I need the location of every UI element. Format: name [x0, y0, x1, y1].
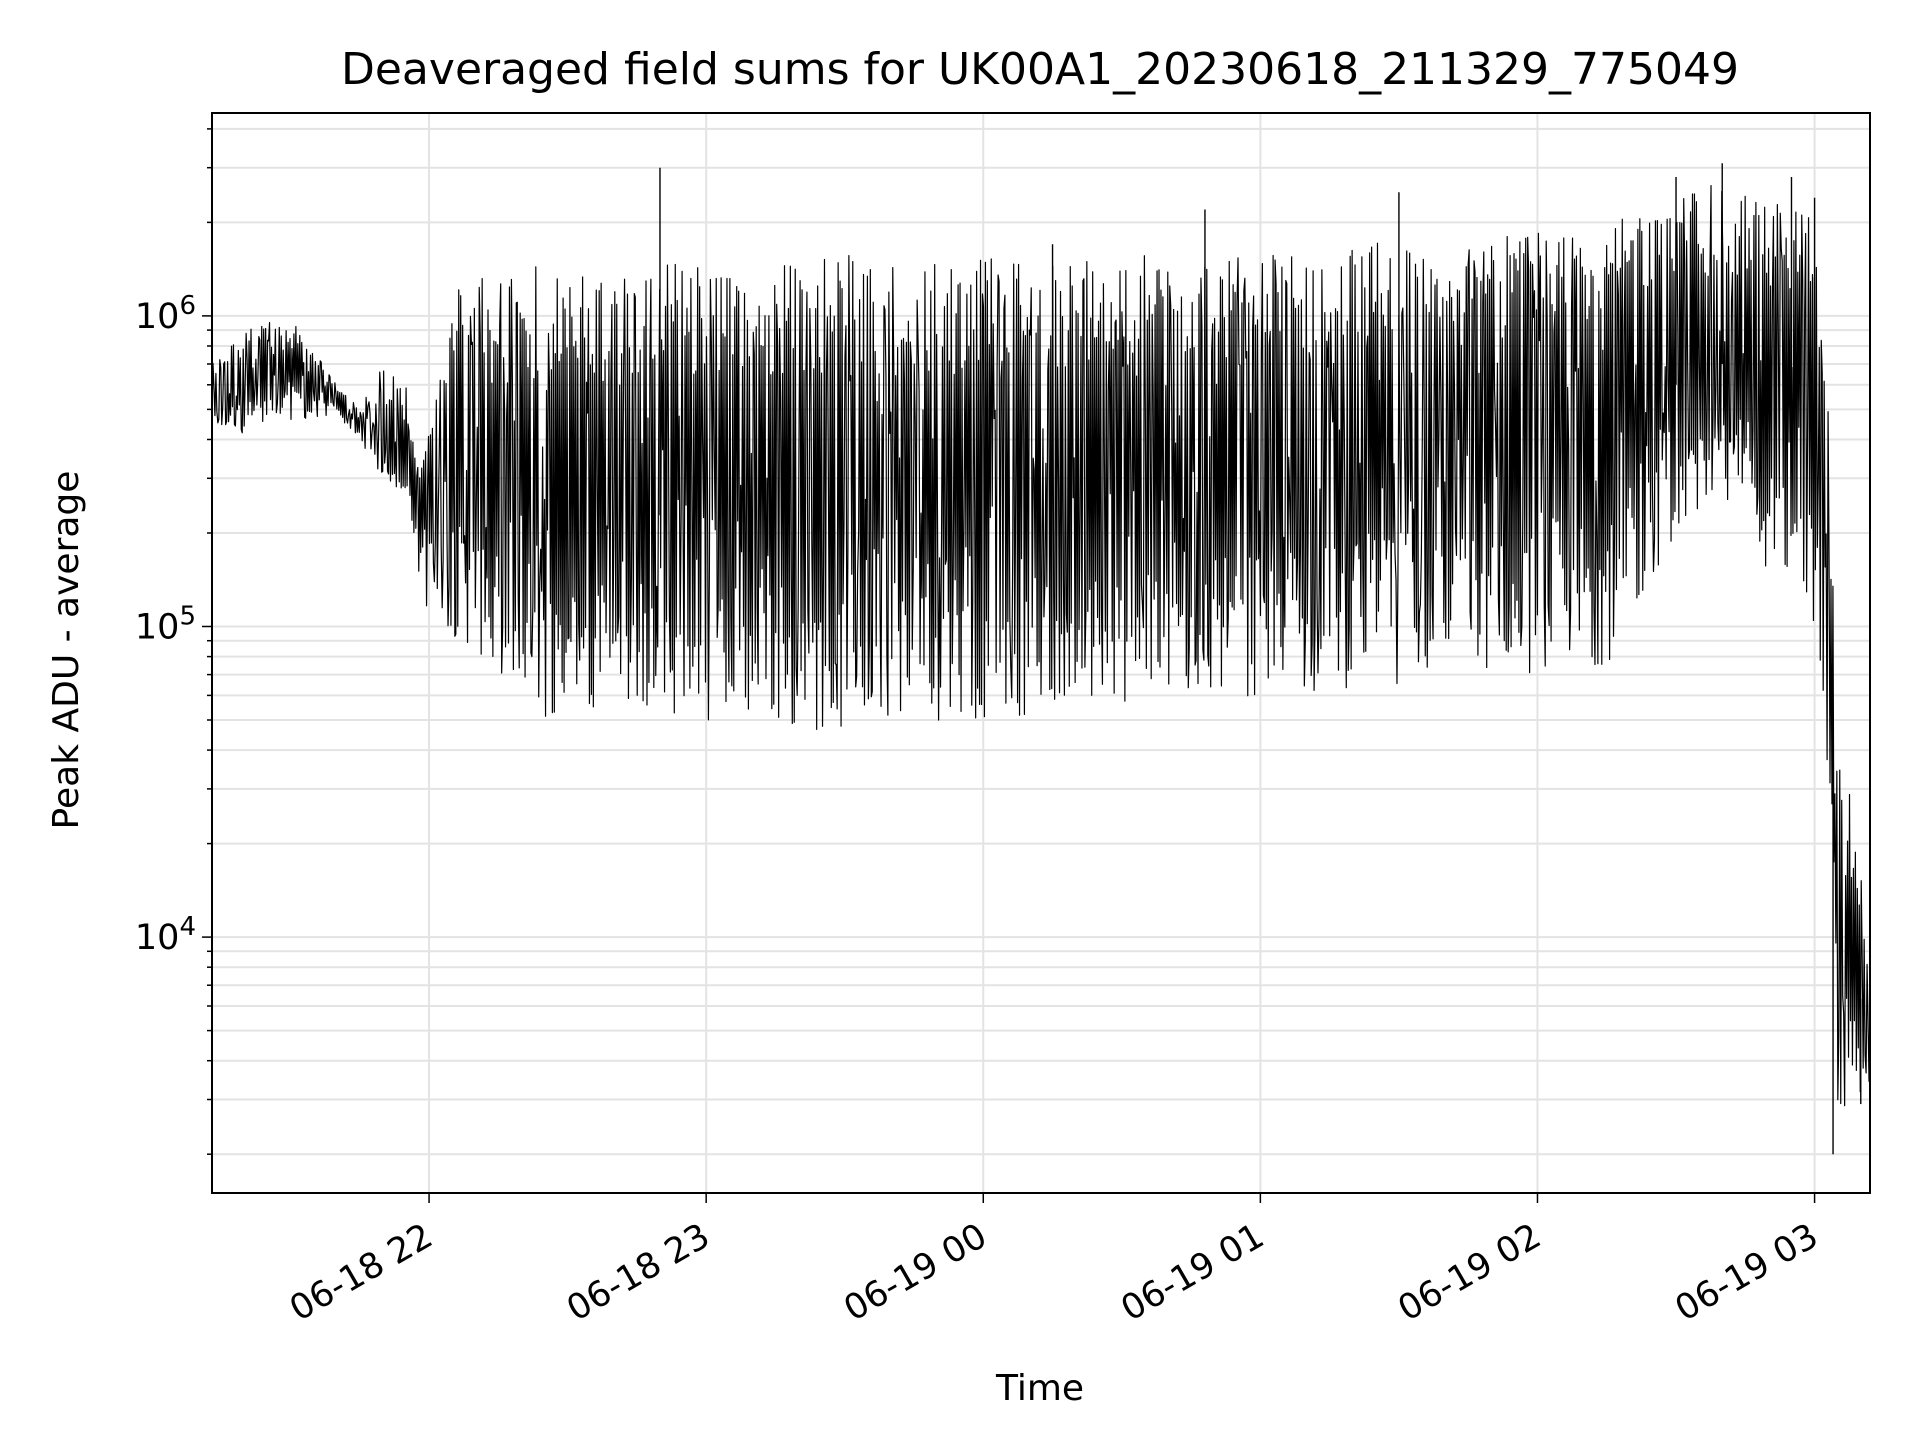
- chart-title: Deaveraged field sums for UK00A1_2023061…: [341, 44, 1739, 95]
- data-series: [211, 163, 1871, 1155]
- y-tick-label: 105: [135, 601, 196, 647]
- series-line: [211, 184, 1871, 1107]
- x-axis-label: Time: [995, 1368, 1084, 1409]
- y-tick-label: 106: [135, 291, 196, 337]
- y-axis: 104 105 106: [135, 128, 212, 1155]
- plot-frame: [211, 112, 1871, 1194]
- y-axis-label: Peak ADU - average: [46, 471, 87, 830]
- y-tick-label: 104: [135, 912, 196, 958]
